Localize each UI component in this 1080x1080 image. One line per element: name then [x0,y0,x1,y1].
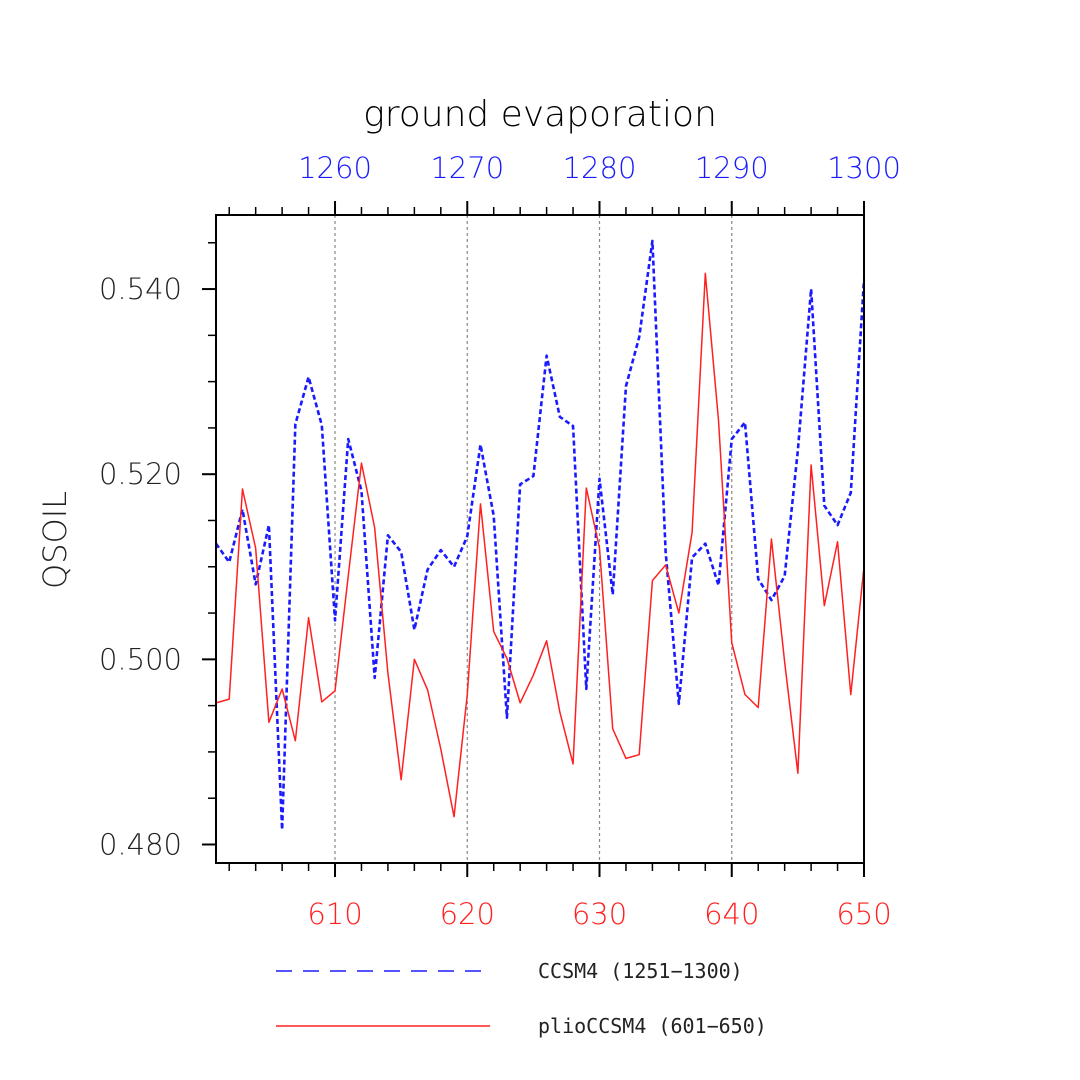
y-tick-label: 0.520 [99,457,182,491]
plot-frame [215,214,865,864]
x-bottom-tick-label: 630 [572,897,627,931]
y-tick-label: 0.480 [99,827,182,861]
axis-ticks [202,201,865,877]
legend-label: CCSM4 (1251−1300) [538,959,743,983]
x-bottom-tick-label: 610 [307,897,362,931]
x-top-tick-label: 1300 [827,151,901,185]
x-top-tick-label: 1290 [695,151,769,185]
x-bottom-tick-label: 650 [836,897,891,931]
x-top-tick-label: 1260 [298,151,372,185]
series-lines [214,239,866,831]
gridlines [334,215,733,863]
x-bottom-tick-label: 640 [704,897,759,931]
legend-label: plioCCSM4 (601−650) [538,1014,767,1038]
chart-title: ground evaporation [363,94,717,135]
y-axis-label: QSOIL [36,491,74,589]
series-line-ccsm4 [214,239,866,831]
series-line-plioccsm4 [215,272,865,818]
legend: CCSM4 (1251−1300) plioCCSM4 (601−650) [276,959,767,1038]
x-bottom-tick-label: 620 [440,897,495,931]
axis-tick-labels: 0.480 0.500 0.520 0.540 610 620 630 640 650 1260 1… [99,151,901,931]
y-tick-label: 0.540 [99,272,182,306]
y-tick-label: 0.500 [99,642,182,676]
x-top-tick-label: 1280 [563,151,637,185]
x-top-tick-label: 1270 [430,151,504,185]
